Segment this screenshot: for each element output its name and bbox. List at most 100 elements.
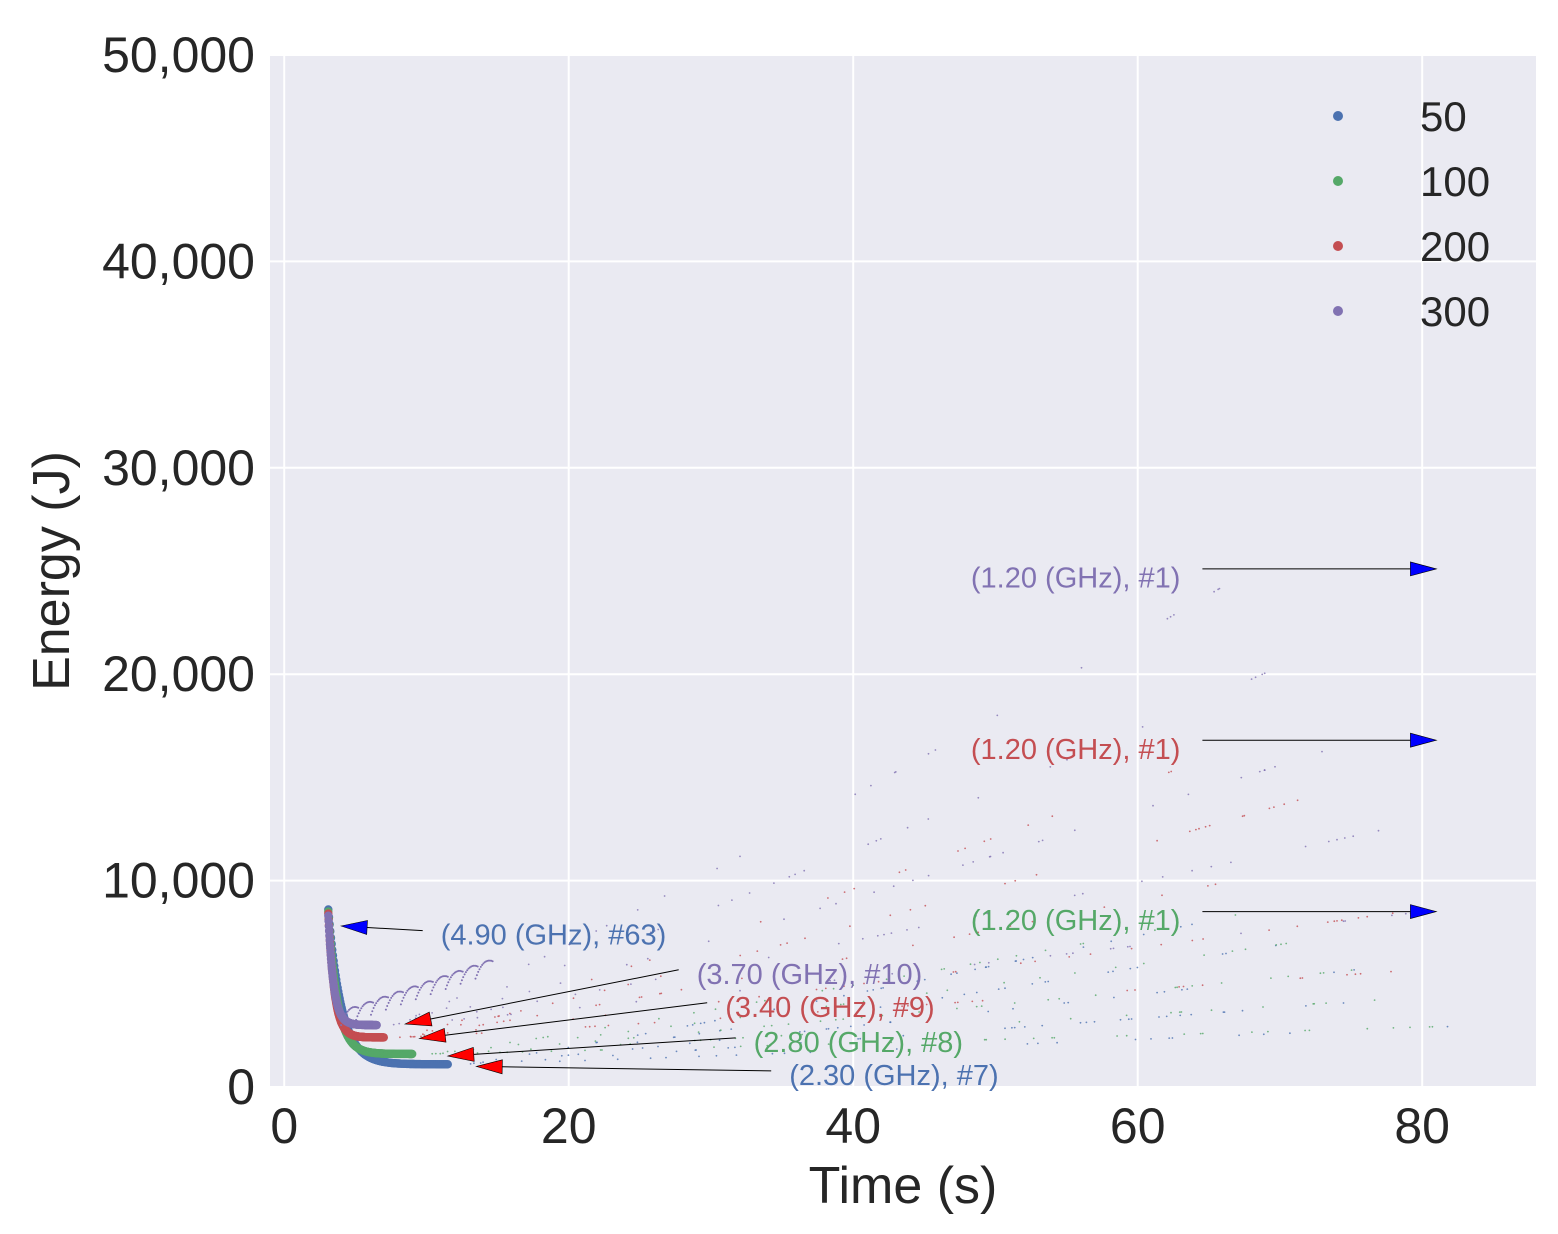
data-point (431, 1030, 434, 1032)
data-point (446, 984, 448, 987)
data-point (384, 1008, 387, 1011)
data-point (1268, 929, 1270, 931)
data-point (1127, 1018, 1130, 1021)
data-point (653, 930, 656, 932)
data-point (977, 796, 980, 799)
annotation-arrow-head (418, 1027, 447, 1043)
data-point (1067, 1001, 1070, 1004)
data-point (1044, 981, 1047, 983)
data-point (1031, 920, 1034, 923)
legend-label: 300 (1420, 288, 1490, 335)
series-50-trail-points (469, 923, 1449, 1065)
data-point (1073, 894, 1076, 897)
data-point (1112, 970, 1114, 973)
data-point (876, 934, 879, 937)
data-point (1287, 975, 1290, 978)
legend-marker (1333, 306, 1343, 316)
data-point (372, 1020, 381, 1030)
data-point (1174, 986, 1177, 989)
data-point (659, 992, 661, 995)
data-point (1141, 880, 1143, 883)
data-point (475, 974, 478, 977)
data-point (1343, 837, 1346, 839)
data-point (563, 964, 566, 967)
data-point (1404, 912, 1407, 915)
data-point (1089, 953, 1092, 955)
data-point (842, 1003, 845, 1005)
data-point (1258, 770, 1261, 773)
data-point (867, 843, 870, 846)
data-point (1022, 958, 1025, 961)
data-point (627, 1030, 630, 1033)
data-point (863, 1024, 865, 1026)
annotation: (4.90 (GHz), #63) (339, 920, 666, 952)
data-point (987, 1010, 990, 1013)
data-point (827, 897, 829, 899)
data-point (1325, 1002, 1327, 1004)
data-point (771, 1052, 774, 1055)
data-point (446, 1032, 449, 1034)
data-point (767, 999, 770, 1001)
data-point (983, 840, 986, 843)
data-point (636, 909, 639, 911)
data-point (1032, 1037, 1035, 1040)
data-point (477, 970, 480, 973)
data-point (941, 996, 944, 999)
data-point (599, 1049, 602, 1051)
data-point (854, 793, 857, 796)
data-point (773, 882, 775, 884)
data-point (1210, 1009, 1213, 1012)
data-point (1178, 986, 1180, 988)
data-point (1210, 865, 1213, 868)
data-point (1392, 1027, 1395, 1029)
data-point (542, 1036, 545, 1039)
data-point (1230, 861, 1232, 864)
data-point (885, 978, 888, 981)
data-point (957, 850, 959, 852)
data-point (803, 1030, 806, 1033)
data-point (418, 988, 421, 991)
data-point (551, 1002, 554, 1005)
data-point (482, 1023, 485, 1026)
data-point (362, 1003, 365, 1006)
data-point (1377, 829, 1380, 832)
data-point (1203, 954, 1205, 956)
data-point (636, 1034, 639, 1036)
legend: 50 100 200 300 (1333, 93, 1490, 335)
data-point (567, 1054, 570, 1057)
data-point (1013, 1002, 1016, 1004)
data-point (968, 933, 971, 935)
data-point (1173, 614, 1175, 616)
data-point (1366, 1027, 1369, 1030)
data-point (834, 1018, 837, 1021)
data-point (1004, 1027, 1006, 1030)
data-point (506, 1013, 509, 1016)
data-point (879, 838, 882, 840)
data-point (912, 944, 914, 947)
data-point (1191, 869, 1193, 872)
data-point (1327, 840, 1330, 843)
data-point (1275, 944, 1278, 946)
data-point (801, 1033, 803, 1036)
data-point (1231, 950, 1234, 952)
data-point (598, 989, 601, 991)
data-point (1333, 971, 1335, 974)
data-point (590, 978, 593, 981)
legend-item: 200 (1333, 223, 1490, 270)
data-point (660, 992, 663, 995)
data-point (902, 1034, 905, 1037)
data-point (987, 961, 990, 964)
data-point (881, 1014, 884, 1017)
data-point (1074, 972, 1076, 974)
data-point (1081, 892, 1084, 895)
data-point (407, 988, 410, 991)
data-point (827, 1027, 830, 1030)
data-point (475, 1029, 477, 1031)
data-point (1011, 1026, 1013, 1029)
data-point (863, 982, 865, 985)
data-point (578, 1006, 581, 1009)
data-point (1178, 1011, 1181, 1013)
data-point (1037, 840, 1040, 843)
data-point (973, 963, 976, 966)
